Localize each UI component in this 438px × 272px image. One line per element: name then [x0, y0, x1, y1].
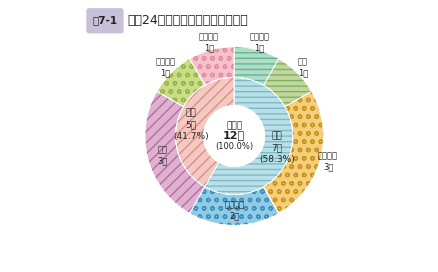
Text: 棄却
7件
(58.3%): 棄却 7件 (58.3%)	[259, 131, 294, 164]
Wedge shape	[145, 91, 205, 213]
Wedge shape	[189, 47, 233, 85]
Wedge shape	[156, 59, 205, 107]
Wedge shape	[263, 91, 323, 213]
Text: 容認
5件
(41.7%): 容認 5件 (41.7%)	[173, 108, 208, 141]
Text: 総　数: 総 数	[226, 121, 242, 130]
Wedge shape	[175, 77, 233, 187]
Text: 福祉事業
1件: 福祉事業 1件	[198, 32, 219, 52]
Text: 負傷
3件: 負傷 3件	[157, 145, 168, 165]
Text: 障害等級
3件: 障害等級 3件	[318, 151, 337, 171]
FancyBboxPatch shape	[86, 8, 124, 33]
Text: 休業補償
1件: 休業補償 1件	[155, 57, 175, 77]
Text: 負傷
1件: 負傷 1件	[297, 57, 307, 77]
Text: 12件: 12件	[223, 130, 245, 140]
Wedge shape	[233, 47, 278, 85]
Text: 図7-1: 図7-1	[92, 15, 117, 25]
Text: 治癒認定
2件: 治癒認定 2件	[224, 200, 244, 220]
Text: 精神疾患
1件: 精神疾患 1件	[249, 32, 268, 52]
Wedge shape	[205, 77, 292, 195]
Text: 平成24年度判定事案の内容別内訳: 平成24年度判定事案の内容別内訳	[127, 14, 248, 27]
Circle shape	[204, 106, 263, 166]
Wedge shape	[189, 187, 278, 225]
Text: (100.0%): (100.0%)	[215, 142, 253, 151]
Wedge shape	[263, 59, 311, 107]
